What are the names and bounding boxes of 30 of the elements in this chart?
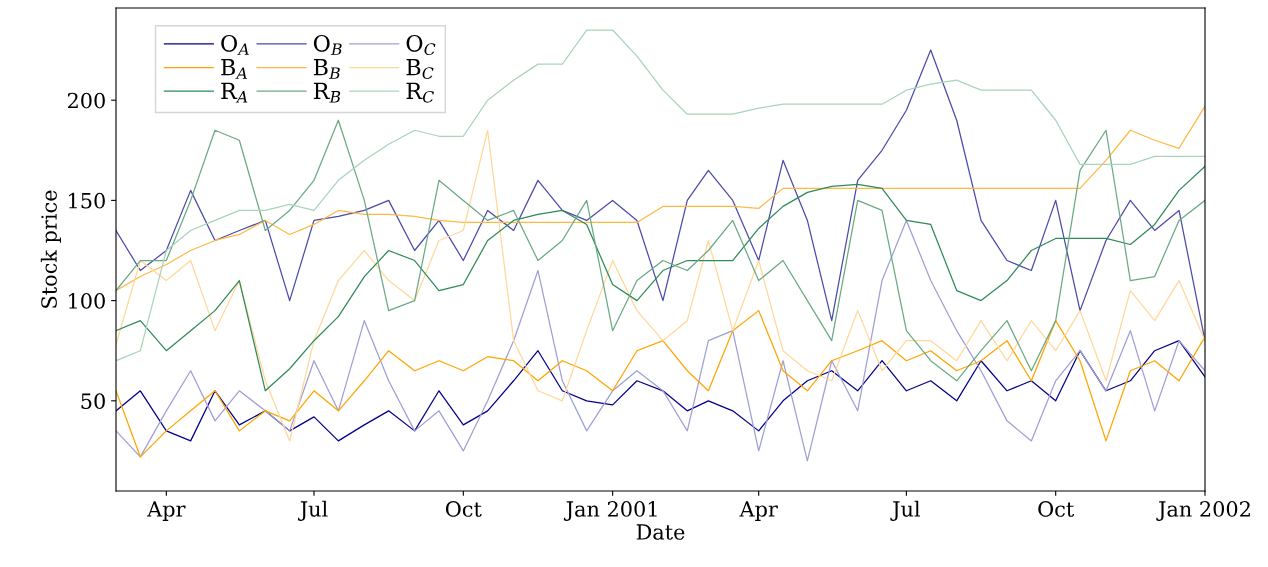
- legend-label: O$_{C}$: [406, 34, 436, 56]
- line-series: [116, 340, 1205, 442]
- x-tick-label: Apr: [739, 501, 778, 521]
- x-tick-label: Jan 2002: [1156, 501, 1250, 521]
- x-tick-label: Apr: [147, 501, 186, 521]
- legend-label: O$_{B}$: [313, 34, 342, 55]
- legend-label: R$_{B}$: [313, 82, 341, 103]
- x-tick-label: Oct: [1038, 501, 1075, 517]
- legend-label: B$_{A}$: [221, 59, 247, 79]
- y-tick-label: 100: [69, 293, 105, 309]
- line-series: [116, 310, 1205, 458]
- line-series: [116, 119, 1205, 382]
- line-series: [116, 219, 1205, 462]
- x-tick-label: Jul: [890, 500, 920, 521]
- legend-label: B$_{B}$: [313, 59, 340, 79]
- line-series: [116, 165, 1205, 392]
- x-tick-label: Oct: [445, 501, 482, 517]
- x-tick-label: Jul: [298, 500, 328, 521]
- x-tick-label: Jan 2001: [563, 501, 657, 521]
- legend-label: O$_{A}$: [221, 34, 249, 55]
- y-axis-title: Stock price: [40, 190, 61, 308]
- y-tick-label: 200: [67, 92, 105, 109]
- y-tick-label: 50: [81, 393, 105, 410]
- legend-label: B$_{C}$: [406, 59, 434, 79]
- line-series: [116, 129, 1205, 442]
- x-axis-title: Date: [636, 524, 685, 540]
- y-tick-label: 150: [69, 192, 105, 209]
- line-series: [116, 105, 1205, 292]
- legend-label: R$_{C}$: [406, 82, 434, 103]
- legend-label: R$_{A}$: [221, 82, 248, 103]
